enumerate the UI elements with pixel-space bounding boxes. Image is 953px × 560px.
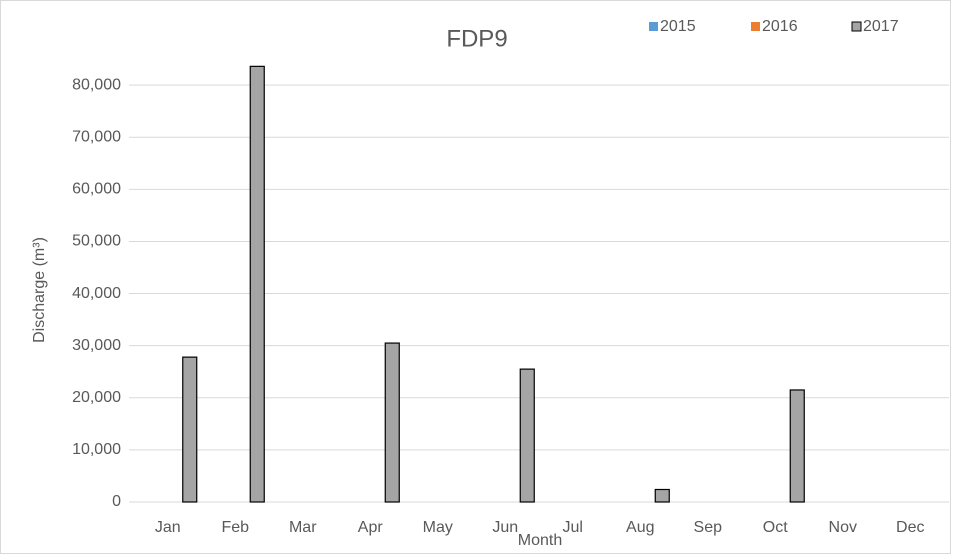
- x-tick-label: May: [423, 519, 453, 536]
- y-tick-label: 0: [112, 493, 121, 510]
- y-tick-label: 60,000: [72, 181, 121, 198]
- y-tick-label: 10,000: [72, 441, 121, 458]
- bar: [654, 488, 670, 503]
- x-tick-label: Feb: [221, 519, 249, 536]
- y-tick-label: 70,000: [72, 128, 121, 145]
- y-tick-label: 80,000: [72, 76, 121, 93]
- legend-label: 2015: [660, 18, 696, 35]
- x-tick-label: Aug: [626, 519, 654, 536]
- x-tick-label: Oct: [763, 519, 788, 536]
- x-tick-label: Nov: [829, 519, 857, 536]
- bar: [182, 356, 198, 503]
- x-tick-label: Jan: [155, 519, 181, 536]
- x-tick-label: Jun: [492, 519, 518, 536]
- y-tick-label: 40,000: [72, 285, 121, 302]
- bar: [249, 65, 265, 503]
- legend-swatch: [851, 21, 862, 32]
- legend-swatch: [649, 22, 658, 31]
- y-axis-label: Discharge (m³): [31, 237, 48, 343]
- x-tick-label: Apr: [358, 519, 384, 536]
- legend-swatch: [751, 22, 760, 31]
- x-tick-label: Mar: [289, 519, 317, 536]
- bar: [789, 389, 805, 503]
- x-tick-label: Dec: [896, 519, 924, 536]
- bar: [384, 342, 400, 503]
- x-tick-label: Jul: [563, 519, 583, 536]
- legend-label: 2017: [863, 18, 899, 35]
- x-axis-label: Month: [518, 532, 562, 549]
- bar: [519, 368, 535, 503]
- x-tick-label: Sep: [694, 519, 723, 536]
- legend-label: 2016: [762, 18, 798, 35]
- y-tick-label: 30,000: [72, 337, 121, 354]
- y-tick-label: 20,000: [72, 389, 121, 406]
- chart-title: FDP9: [446, 25, 507, 52]
- y-tick-label: 50,000: [72, 233, 121, 250]
